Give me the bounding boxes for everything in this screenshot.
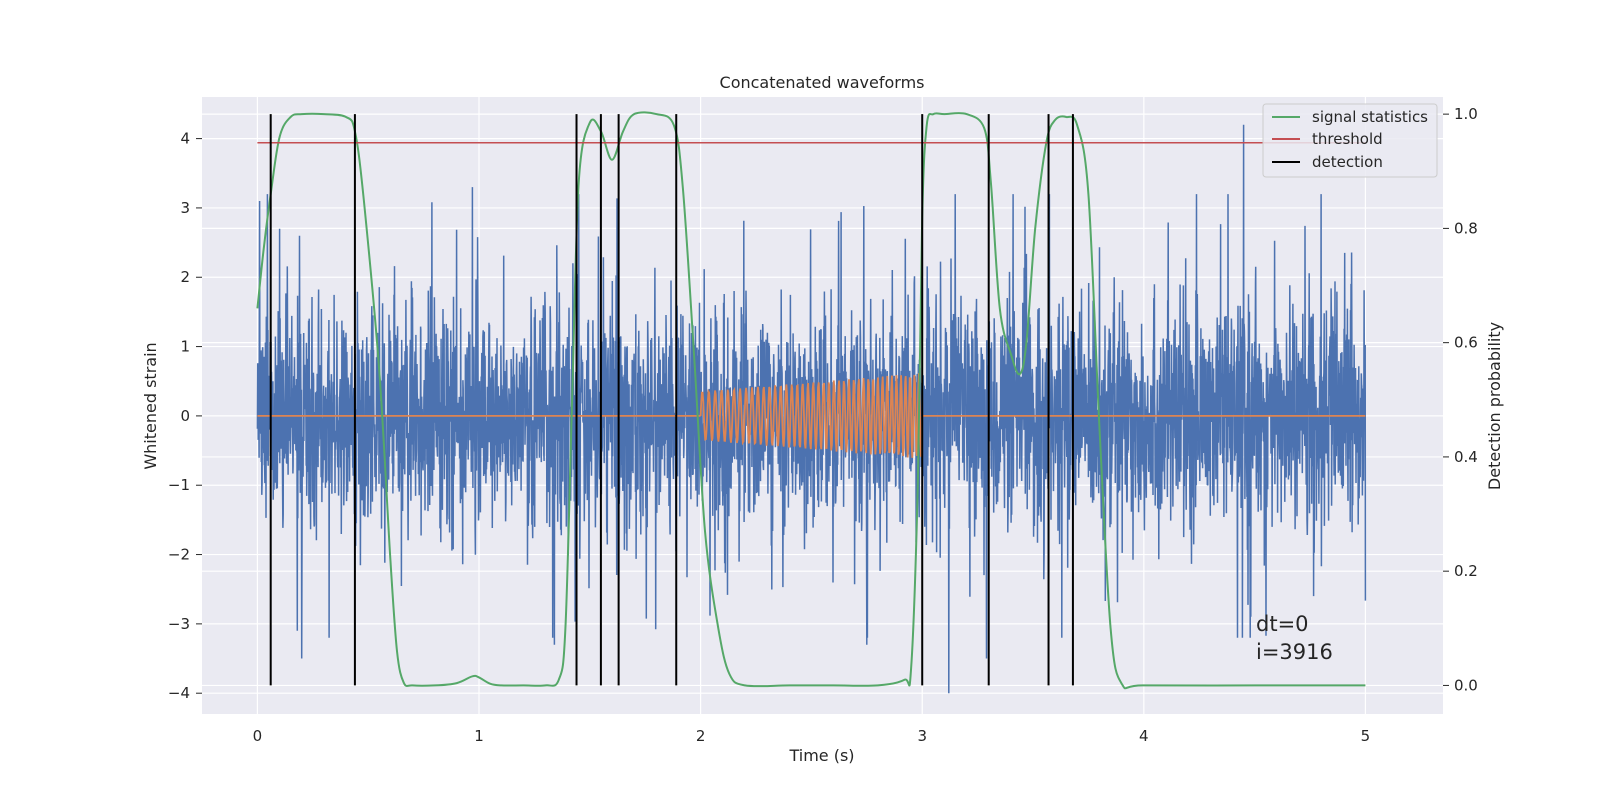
y-axis-left: 4 3 2 1 0 −1 −2 −3 −4 <box>168 130 202 702</box>
signal-statistics-line <box>256 111 1366 690</box>
annotation-index: i=3916 <box>1256 640 1333 664</box>
chart-title: Concatenated waveforms <box>720 73 925 92</box>
y-tick-label: 0 <box>180 407 190 425</box>
y-tick-label: 1 <box>180 338 190 356</box>
y-tick-label: −3 <box>168 615 190 633</box>
y-axis-right: 1.0 0.8 0.6 0.4 0.2 0.0 <box>1443 105 1478 694</box>
x-tick-label: 5 <box>1361 727 1371 745</box>
legend-label-detection: detection <box>1312 153 1383 171</box>
y2-tick-label: 0.0 <box>1454 676 1478 694</box>
y-tick-label: 2 <box>180 268 190 286</box>
signal-statistics-series <box>256 111 1366 690</box>
x-axis-label: Time (s) <box>788 746 854 765</box>
y2-tick-label: 0.6 <box>1454 334 1478 352</box>
annotation: dt=0 i=3916 <box>1256 612 1333 664</box>
y-tick-label: −1 <box>168 476 190 494</box>
waveform-series <box>257 373 1366 458</box>
x-tick-label: 3 <box>917 727 927 745</box>
annotation-dt: dt=0 <box>1256 612 1309 636</box>
strain-series <box>256 124 1367 694</box>
y2-tick-label: 1.0 <box>1454 105 1478 123</box>
x-tick-label: 0 <box>253 727 263 745</box>
legend-label-signal-statistics: signal statistics <box>1312 108 1428 126</box>
y-tick-label: −2 <box>168 546 190 564</box>
strain-line <box>256 124 1367 694</box>
legend-label-threshold: threshold <box>1312 130 1383 148</box>
y2-tick-label: 0.2 <box>1454 562 1478 580</box>
y-tick-label: 4 <box>180 130 190 148</box>
y2-axis-label: Detection probability <box>1485 322 1504 490</box>
detection-series <box>269 114 1074 686</box>
x-tick-label: 1 <box>474 727 484 745</box>
x-axis: 0 1 2 3 4 5 <box>253 727 1371 745</box>
x-tick-label: 4 <box>1139 727 1149 745</box>
y-axis-label: Whitened strain <box>141 342 160 469</box>
y-tick-label: −4 <box>168 684 190 702</box>
waveform-line <box>699 373 924 458</box>
y-tick-label: 3 <box>180 199 190 217</box>
legend: signal statistics threshold detection <box>1262 103 1438 178</box>
legend-frame <box>1262 103 1438 178</box>
y2-tick-label: 0.4 <box>1454 448 1478 466</box>
y2-tick-label: 0.8 <box>1454 219 1478 237</box>
x-tick-label: 2 <box>696 727 706 745</box>
